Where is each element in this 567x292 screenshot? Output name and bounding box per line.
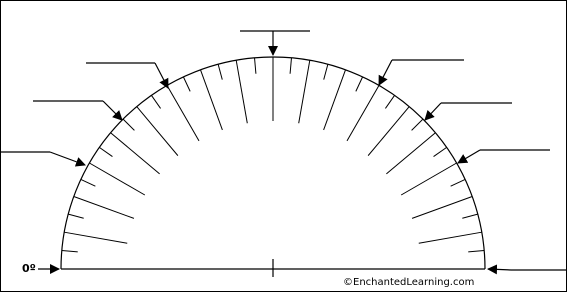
tick (385, 95, 396, 109)
arrow (154, 62, 169, 89)
arrow (487, 264, 512, 275)
tick (235, 60, 248, 124)
tick (99, 146, 113, 157)
tick (61, 250, 78, 253)
tick (150, 95, 161, 109)
tick (450, 178, 466, 187)
tick (400, 162, 457, 196)
ticks (61, 57, 485, 253)
tick (298, 60, 311, 124)
tick (367, 106, 410, 156)
tick (386, 132, 436, 175)
tick (323, 64, 329, 80)
tick (355, 76, 364, 92)
label-pointers (0, 30, 567, 275)
tick (122, 118, 135, 131)
tick (200, 69, 223, 131)
tick (468, 250, 485, 253)
zero-label: 0º (22, 262, 36, 275)
tick (73, 196, 135, 219)
tick (80, 178, 96, 187)
arrow (424, 102, 442, 121)
tick (289, 57, 292, 74)
arrow (102, 100, 123, 121)
tick (462, 213, 478, 219)
tick (136, 106, 179, 156)
tick (346, 85, 380, 142)
tick (323, 69, 346, 131)
tick (418, 231, 482, 244)
tick (411, 196, 473, 219)
tick (411, 118, 424, 131)
tick (64, 231, 128, 244)
arrow (457, 149, 481, 164)
tick (166, 85, 200, 142)
tick (68, 213, 84, 219)
tick (182, 76, 191, 92)
copyright: ©EnchantedLearning.com (343, 277, 474, 288)
tick (433, 146, 447, 157)
tick (89, 162, 146, 196)
arrow (49, 151, 86, 167)
arrow (378, 59, 393, 86)
tick (110, 132, 160, 175)
tick (217, 64, 223, 80)
tick (254, 57, 257, 74)
